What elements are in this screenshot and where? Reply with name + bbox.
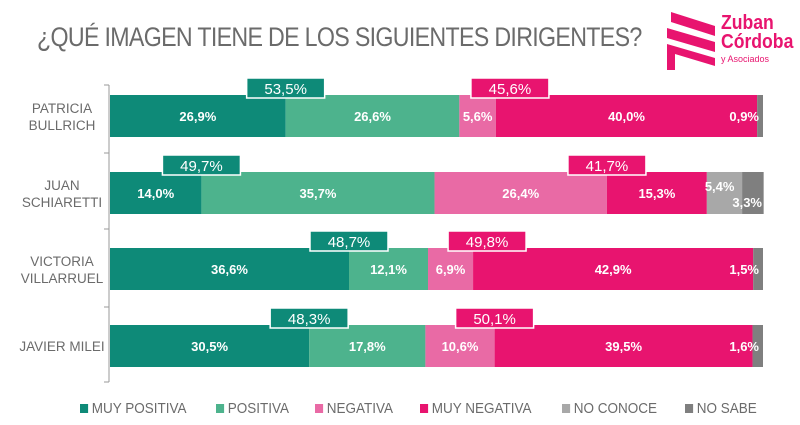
total-label-positive: 53,5% <box>264 81 307 98</box>
legend-item: POSITIVA <box>216 400 289 417</box>
data-label: 36,6% <box>211 262 248 277</box>
data-label: 15,3% <box>638 186 675 201</box>
data-label: 42,9% <box>595 262 632 277</box>
category-label: JUAN <box>44 178 79 193</box>
bar-segment-muy-positiva <box>110 248 349 290</box>
category-label: PATRICIA <box>32 101 92 116</box>
legend-label: POSITIVA <box>228 400 290 417</box>
data-label: 10,6% <box>442 339 479 354</box>
category-label: BULLRICH <box>29 118 96 133</box>
bar-segment-muy-negativa <box>606 172 707 214</box>
legend-item: MUY NEGATIVA <box>420 400 531 417</box>
legend-label: MUY POSITIVA <box>91 400 187 417</box>
data-label: 3,3% <box>732 195 762 210</box>
total-label-negative: 50,1% <box>473 311 516 328</box>
total-box-negative <box>454 307 535 329</box>
category-label: SCHIARETTI <box>22 195 102 210</box>
logo-line-1: Zuban <box>721 12 774 34</box>
data-label: 26,6% <box>354 109 391 124</box>
data-label: 30,5% <box>191 339 228 354</box>
data-label: 1,5% <box>729 262 759 277</box>
data-label: 12,1% <box>370 262 407 277</box>
bar-segment-no-conoce <box>706 172 743 214</box>
bar-segment-no-sabe <box>752 325 763 367</box>
bar-segment-positiva <box>285 95 460 137</box>
total-label-negative: 41,7% <box>586 158 629 175</box>
total-box-negative <box>470 77 550 99</box>
bar-segment-no-sabe <box>757 95 763 137</box>
total-box-positive <box>309 230 389 252</box>
total-box-negative <box>567 154 647 176</box>
data-label: 40,0% <box>608 109 645 124</box>
data-label: 1,6% <box>729 339 759 354</box>
bar-segment-positiva <box>309 325 426 367</box>
legend-label: NO SABE <box>697 400 758 417</box>
legend-swatch <box>420 404 429 413</box>
total-box-negative <box>447 230 527 252</box>
logo-stripes-icon <box>667 12 715 70</box>
bar-segment-negativa <box>459 95 496 137</box>
legend-label: NO CONOCE <box>573 400 657 417</box>
chart-legend: MUY POSITIVA POSITIVA NEGATIVA MUY NEGATIVA… <box>80 400 783 417</box>
data-label: 39,5% <box>605 339 642 354</box>
legend-label: MUY NEGATIVA <box>431 400 532 417</box>
legend-item: NO CONOCE <box>561 400 657 417</box>
data-label: 0,9% <box>729 109 759 124</box>
total-box-positive <box>161 154 242 176</box>
logo-line-3: y Asociados <box>721 54 770 64</box>
data-label: 26,4% <box>502 186 539 201</box>
bar-segment-muy-negativa <box>473 248 754 290</box>
category-label: VILLARRUEL <box>21 271 104 286</box>
data-label: 17,8% <box>349 339 386 354</box>
bar-segment-negativa <box>425 325 495 367</box>
data-label: 35,7% <box>300 186 337 201</box>
legend-item: NO SABE <box>685 400 757 417</box>
legend-swatch <box>315 404 324 413</box>
bar-segment-muy-negativa <box>494 325 753 367</box>
legend-item: NEGATIVA <box>315 400 393 417</box>
legend-swatch <box>561 404 570 413</box>
data-label: 5,6% <box>463 109 493 124</box>
bar-segment-negativa <box>434 172 607 214</box>
bar-segment-negativa <box>428 248 474 290</box>
legend-swatch <box>216 404 225 413</box>
data-label: 6,9% <box>436 262 466 277</box>
bar-segment-muy-positiva <box>110 172 202 214</box>
data-label: 5,4% <box>705 179 735 194</box>
bar-segment-muy-positiva <box>110 95 286 137</box>
total-label-positive: 48,3% <box>288 311 331 328</box>
chart-title: ¿QUÉ IMAGEN TIENE DE LOS SIGUIENTES DIRI… <box>37 22 642 52</box>
bar-segment-muy-negativa <box>495 95 758 137</box>
legend-label: NEGATIVA <box>327 400 394 417</box>
bar-segment-positiva <box>348 248 429 290</box>
legend-item: MUY POSITIVA <box>80 400 186 417</box>
category-label: JAVIER MILEI <box>19 339 104 354</box>
bar-segment-muy-positiva <box>110 325 310 367</box>
total-label-positive: 48,7% <box>328 234 371 251</box>
bar-segment-no-sabe <box>742 172 764 214</box>
category-label: VICTORIA <box>30 254 94 269</box>
bar-segment-positiva <box>201 172 435 214</box>
total-box-positive <box>245 77 326 99</box>
legend-swatch <box>80 404 89 413</box>
legend-swatch <box>685 404 694 413</box>
data-label: 14,0% <box>137 186 174 201</box>
total-label-negative: 49,8% <box>466 234 509 251</box>
data-label: 26,9% <box>179 109 216 124</box>
total-label-negative: 45,6% <box>489 81 532 98</box>
total-box-positive <box>269 307 349 329</box>
zuban-cordoba-logo: Zuban Córdoba y Asociados <box>665 10 795 72</box>
bar-segment-no-sabe <box>753 248 763 290</box>
total-label-positive: 49,7% <box>180 158 223 175</box>
logo-line-2: Córdoba <box>721 31 794 53</box>
